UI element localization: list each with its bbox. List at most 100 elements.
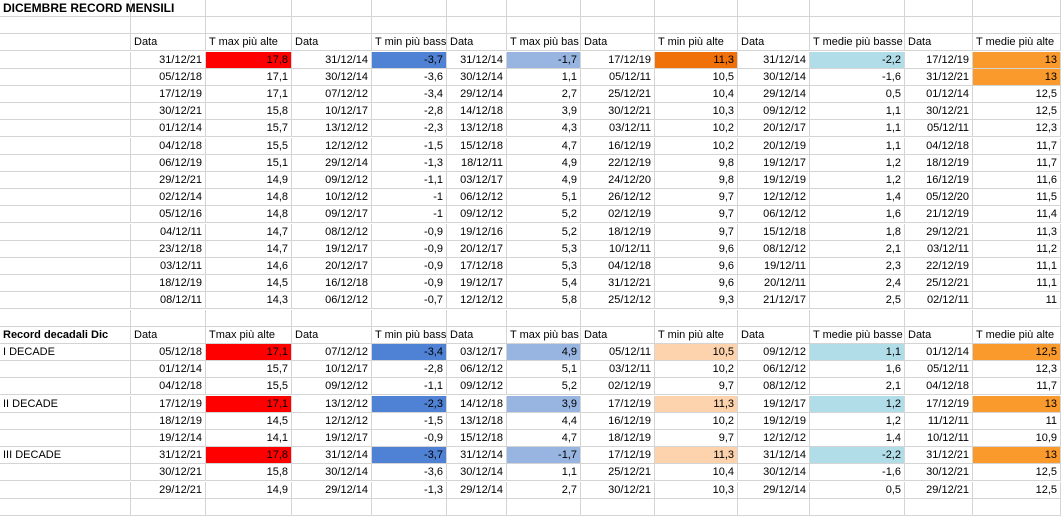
date-cell[interactable]: 13/12/12 xyxy=(292,120,372,138)
value-cell[interactable]: 5,4 xyxy=(507,275,581,293)
grid-cell[interactable] xyxy=(507,0,581,17)
column-header[interactable]: Data xyxy=(292,34,372,52)
date-cell[interactable]: 31/12/21 xyxy=(131,447,206,465)
grid-cell[interactable] xyxy=(131,17,206,35)
date-cell[interactable]: 17/12/19 xyxy=(131,86,206,103)
value-cell[interactable]: 14,1 xyxy=(206,430,292,447)
value-cell[interactable]: 14,3 xyxy=(206,292,292,310)
grid-cell[interactable] xyxy=(0,292,131,310)
date-cell[interactable]: 18/12/19 xyxy=(905,154,973,172)
date-cell[interactable]: 17/12/18 xyxy=(447,258,507,275)
grid-cell[interactable] xyxy=(372,17,447,35)
column-header[interactable]: T medie più alte xyxy=(973,326,1061,344)
date-cell[interactable]: 29/12/21 xyxy=(905,481,973,499)
decade-label[interactable]: II DECADE xyxy=(0,395,131,413)
value-cell[interactable]: 4,7 xyxy=(507,430,581,447)
date-cell[interactable]: 05/12/18 xyxy=(131,344,206,361)
date-cell[interactable]: 25/12/21 xyxy=(581,86,655,103)
date-cell[interactable]: 18/12/19 xyxy=(581,430,655,447)
value-cell[interactable]: 11,6 xyxy=(973,172,1061,189)
value-cell[interactable]: 14,6 xyxy=(206,258,292,275)
value-cell[interactable]: 1,2 xyxy=(810,395,905,413)
value-cell[interactable]: -2,3 xyxy=(372,395,447,413)
grid-cell[interactable] xyxy=(738,17,810,35)
value-cell[interactable]: 14,7 xyxy=(206,240,292,258)
value-cell[interactable]: 1,2 xyxy=(810,412,905,430)
date-cell[interactable]: 02/12/14 xyxy=(131,189,206,207)
value-cell[interactable]: 10,3 xyxy=(655,103,738,121)
grid-cell[interactable] xyxy=(292,309,372,327)
value-cell[interactable]: 2,7 xyxy=(507,86,581,103)
date-cell[interactable]: 19/12/17 xyxy=(738,154,810,172)
value-cell[interactable]: -1 xyxy=(372,189,447,207)
date-cell[interactable]: 20/12/11 xyxy=(738,275,810,293)
date-cell[interactable]: 03/12/11 xyxy=(581,361,655,379)
column-header[interactable]: T max più bas xyxy=(507,326,581,344)
value-cell[interactable]: 13 xyxy=(973,447,1061,465)
date-cell[interactable]: 31/12/14 xyxy=(447,51,507,69)
grid-cell[interactable] xyxy=(0,137,131,155)
date-cell[interactable]: 10/12/12 xyxy=(292,189,372,207)
value-cell[interactable]: 5,1 xyxy=(507,361,581,379)
grid-cell[interactable] xyxy=(0,103,131,121)
value-cell[interactable]: 17,1 xyxy=(206,68,292,86)
date-cell[interactable]: 15/12/18 xyxy=(738,223,810,241)
value-cell[interactable]: 2,3 xyxy=(810,258,905,275)
value-cell[interactable]: 10,5 xyxy=(655,68,738,86)
grid-cell[interactable] xyxy=(0,51,131,69)
date-cell[interactable]: 19/12/16 xyxy=(447,223,507,241)
value-cell[interactable]: 15,1 xyxy=(206,154,292,172)
date-cell[interactable]: 19/12/19 xyxy=(738,172,810,189)
date-cell[interactable]: 25/12/21 xyxy=(905,275,973,293)
date-cell[interactable]: 17/12/19 xyxy=(581,395,655,413)
date-cell[interactable]: 07/12/12 xyxy=(292,86,372,103)
grid-cell[interactable] xyxy=(447,17,507,35)
value-cell[interactable]: 15,5 xyxy=(206,137,292,155)
value-cell[interactable]: -0,9 xyxy=(372,430,447,447)
grid-cell[interactable] xyxy=(581,498,655,516)
value-cell[interactable]: 0,5 xyxy=(810,481,905,499)
date-cell[interactable]: 03/12/11 xyxy=(905,240,973,258)
value-cell[interactable]: 4,9 xyxy=(507,172,581,189)
value-cell[interactable]: -1,1 xyxy=(372,378,447,396)
decade-label[interactable] xyxy=(0,412,131,430)
grid-cell[interactable] xyxy=(0,120,131,138)
date-cell[interactable]: 16/12/19 xyxy=(581,137,655,155)
date-cell[interactable]: 12/12/12 xyxy=(738,430,810,447)
date-cell[interactable]: 06/12/12 xyxy=(738,361,810,379)
date-cell[interactable]: 17/12/19 xyxy=(581,51,655,69)
date-cell[interactable]: 31/12/14 xyxy=(292,51,372,69)
date-cell[interactable]: 10/12/17 xyxy=(292,361,372,379)
date-cell[interactable]: 04/12/18 xyxy=(131,137,206,155)
value-cell[interactable]: 1,1 xyxy=(810,344,905,361)
value-cell[interactable]: 9,7 xyxy=(655,206,738,224)
column-header[interactable]: Data xyxy=(131,326,206,344)
column-header[interactable]: T min più alte xyxy=(655,326,738,344)
value-cell[interactable]: -0,9 xyxy=(372,223,447,241)
date-cell[interactable]: 30/12/14 xyxy=(738,68,810,86)
decade-label[interactable]: I DECADE xyxy=(0,344,131,361)
value-cell[interactable]: 14,8 xyxy=(206,189,292,207)
column-header[interactable]: Data xyxy=(292,326,372,344)
value-cell[interactable]: 1,1 xyxy=(507,68,581,86)
grid-cell[interactable] xyxy=(206,0,292,17)
grid-cell[interactable] xyxy=(655,17,738,35)
grid-cell[interactable] xyxy=(655,498,738,516)
value-cell[interactable]: 1,4 xyxy=(810,189,905,207)
value-cell[interactable]: 11,7 xyxy=(973,137,1061,155)
date-cell[interactable]: 31/12/14 xyxy=(447,447,507,465)
date-cell[interactable]: 09/12/12 xyxy=(738,103,810,121)
value-cell[interactable]: 10,3 xyxy=(655,481,738,499)
value-cell[interactable]: 9,6 xyxy=(655,275,738,293)
date-cell[interactable]: 09/12/12 xyxy=(292,172,372,189)
value-cell[interactable]: -3,6 xyxy=(372,464,447,482)
decade-label[interactable] xyxy=(0,430,131,447)
value-cell[interactable]: 5,2 xyxy=(507,378,581,396)
date-cell[interactable]: 08/12/12 xyxy=(292,223,372,241)
value-cell[interactable]: 12,5 xyxy=(973,86,1061,103)
column-header[interactable]: T max più alte xyxy=(206,34,292,52)
value-cell[interactable]: 17,8 xyxy=(206,51,292,69)
grid-cell[interactable] xyxy=(0,154,131,172)
value-cell[interactable]: 5,3 xyxy=(507,240,581,258)
date-cell[interactable]: 31/12/14 xyxy=(738,447,810,465)
